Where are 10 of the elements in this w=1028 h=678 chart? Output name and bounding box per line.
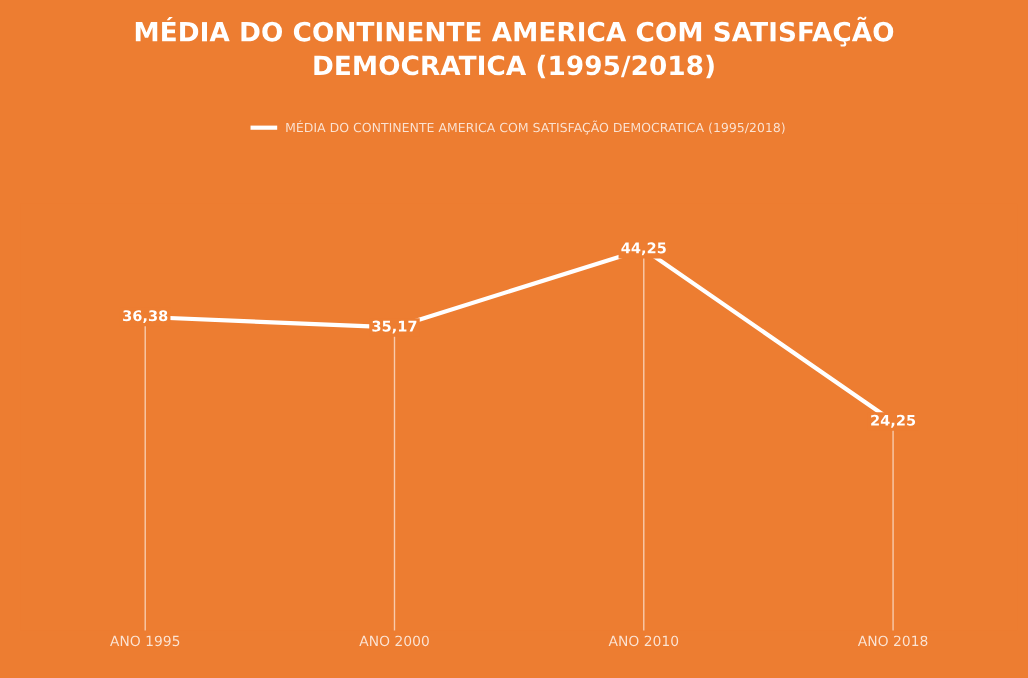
chart-title: MÉDIA DO CONTINENTE AMERICA COM SATISFAÇÃO DEMOCRATICA (1995/2018) xyxy=(135,16,894,79)
x-tick-label: ANO 2018 xyxy=(857,635,928,647)
x-tick-label: ANO 1995 xyxy=(110,635,180,647)
data-label: 36,38 xyxy=(123,310,168,324)
legend-label: MÉDIA DO CONTINENTE AMERICA COM SATISFAÇÃO DEMOCRATICA (1995/2018) xyxy=(286,120,785,135)
data-label: 35,17 xyxy=(372,320,417,334)
x-tick-label: ANO 2010 xyxy=(608,635,679,647)
x-tick-label: ANO 2000 xyxy=(359,635,429,647)
data-label: 24,25 xyxy=(871,414,916,428)
data-label: 44,25 xyxy=(621,242,666,256)
